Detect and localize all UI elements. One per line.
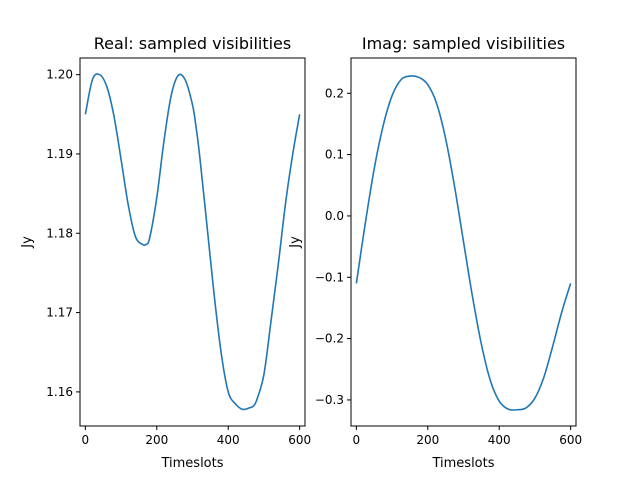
imag-y-ticks: −0.3 −0.2 −0.1 0.0 0.1 0.2 <box>315 86 351 407</box>
imag-axes-frame <box>350 57 577 427</box>
real-panel: Real: sampled visibilities 0 200 400 600 1.… <box>20 34 311 471</box>
imag-y-tick-label: 0.0 <box>325 209 344 223</box>
imag-y-tick-label: −0.3 <box>315 393 344 407</box>
imag-panel: Imag: sampled visibilities 0 200 400 600 −0… <box>288 34 582 471</box>
imag-x-tick-label: 400 <box>488 433 511 447</box>
real-y-tick-label: 1.17 <box>46 306 73 320</box>
imag-x-axis-label: Timeslots <box>431 456 494 471</box>
imag-x-ticks: 0 200 400 600 <box>353 426 582 447</box>
real-y-tick-label: 1.20 <box>46 68 73 82</box>
imag-y-tick-label: −0.2 <box>315 332 344 346</box>
imag-y-tick-label: 0.2 <box>325 86 344 100</box>
real-chart-title: Real: sampled visibilities <box>94 34 291 53</box>
imag-x-tick-label: 200 <box>416 433 439 447</box>
real-x-tick-label: 200 <box>145 433 168 447</box>
real-plot-area: 0 200 400 600 1.16 1.17 1.18 1.19 1.20 <box>46 57 311 447</box>
imag-y-axis-label: Jy <box>288 236 303 249</box>
real-axes-frame <box>79 57 306 427</box>
imag-series-line <box>355 75 572 411</box>
real-series-line <box>84 73 301 411</box>
imag-y-tick-label: −0.1 <box>315 270 344 284</box>
real-y-axis-label: Jy <box>20 236 35 249</box>
real-y-tick-label: 1.18 <box>46 226 73 240</box>
imag-plot-area: 0 200 400 600 −0.3 −0.2 −0.1 0.0 0.1 0.2 <box>315 57 582 447</box>
imag-chart-title: Imag: sampled visibilities <box>362 34 565 53</box>
imag-x-tick-label: 600 <box>559 433 582 447</box>
real-y-ticks: 1.16 1.17 1.18 1.19 1.20 <box>46 68 80 399</box>
real-x-tick-label: 600 <box>288 433 311 447</box>
real-series-group <box>84 73 301 411</box>
real-x-tick-label: 0 <box>82 433 90 447</box>
real-x-ticks: 0 200 400 600 <box>82 426 311 447</box>
real-y-tick-label: 1.16 <box>46 385 73 399</box>
imag-y-tick-label: 0.1 <box>325 148 344 162</box>
imag-series-group <box>355 75 572 411</box>
imag-x-tick-label: 0 <box>353 433 361 447</box>
real-x-axis-label: Timeslots <box>160 456 223 471</box>
real-y-tick-label: 1.19 <box>46 147 73 161</box>
real-x-tick-label: 400 <box>217 433 240 447</box>
